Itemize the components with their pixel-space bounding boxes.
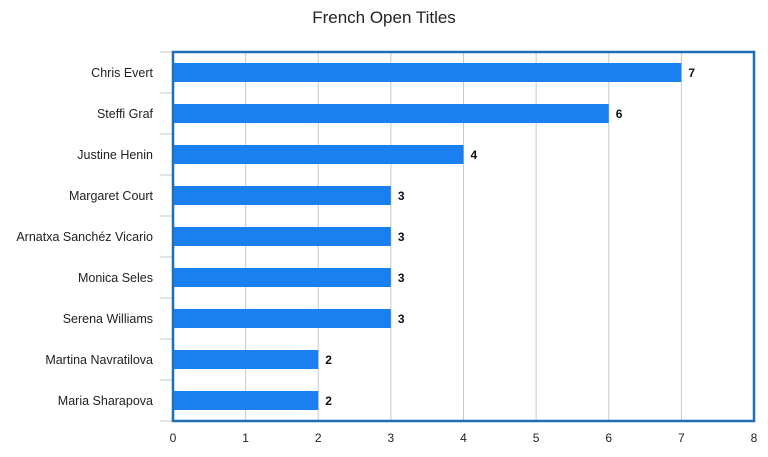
x-tick-label: 8 — [751, 431, 758, 445]
bar — [173, 104, 609, 123]
category-label: Monica Seles — [78, 271, 153, 285]
x-tick-label: 4 — [460, 431, 467, 445]
bars — [173, 63, 682, 410]
data-label: 7 — [688, 66, 695, 80]
data-label: 6 — [616, 107, 623, 121]
category-label: Maria Sharapova — [58, 394, 153, 408]
data-label: 2 — [325, 353, 332, 367]
data-label: 3 — [398, 230, 405, 244]
bar — [173, 227, 391, 246]
x-axis-ticks: 0 1 2 3 4 5 6 7 8 — [170, 431, 758, 445]
x-tick-label: 5 — [533, 431, 540, 445]
x-tick-label: 1 — [242, 431, 249, 445]
data-label: 2 — [325, 394, 332, 408]
bar — [173, 145, 464, 164]
category-label: Arnatxa Sanchéz Vicario — [16, 230, 153, 244]
x-tick-label: 2 — [315, 431, 322, 445]
data-labels: 7 6 4 3 3 3 3 2 2 — [325, 66, 695, 408]
bar — [173, 268, 391, 287]
data-label: 3 — [398, 312, 405, 326]
bar — [173, 391, 319, 410]
category-label: Steffi Graf — [97, 107, 154, 121]
x-tick-label: 3 — [388, 431, 395, 445]
category-labels: Chris Evert Steffi Graf Justine Henin Marga… — [16, 66, 153, 408]
chart-title: French Open Titles — [312, 8, 456, 27]
category-label: Margaret Court — [69, 189, 154, 203]
category-label: Chris Evert — [91, 66, 153, 80]
category-label: Serena Williams — [63, 312, 153, 326]
plot-frame — [171, 50, 756, 423]
x-tick-label: 7 — [678, 431, 685, 445]
bar — [173, 63, 682, 82]
category-label: Justine Henin — [77, 148, 153, 162]
bar — [173, 350, 319, 369]
data-label: 4 — [471, 148, 478, 162]
bar — [173, 309, 391, 328]
category-label: Martina Navratilova — [45, 353, 153, 367]
x-tick-label: 6 — [605, 431, 612, 445]
bar — [173, 186, 391, 205]
x-tick-label: 0 — [170, 431, 177, 445]
data-label: 3 — [398, 189, 405, 203]
data-label: 3 — [398, 271, 405, 285]
